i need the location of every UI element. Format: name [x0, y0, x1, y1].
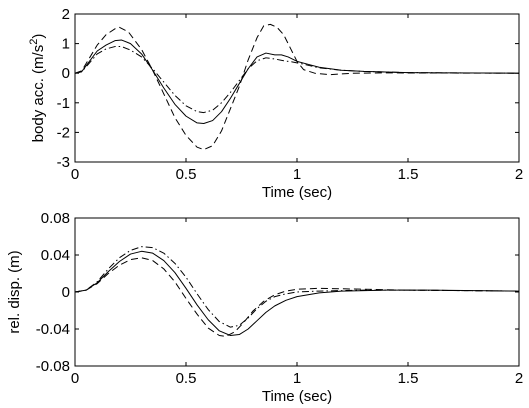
series-line-dashdot: [74, 246, 520, 328]
y-tick-label: 2: [62, 6, 70, 23]
x-tick-label: 0.5: [176, 370, 197, 387]
y-tick-label: 1: [62, 36, 70, 53]
y-tick-label: -0.08: [36, 358, 70, 375]
y-tick-label: 0: [62, 65, 70, 82]
y-axis-label-superscript: 2: [28, 39, 40, 45]
x-tick-label: 1: [293, 370, 301, 387]
tick-layer: 0 0.5 1 1.5 2 -0.08 -0.04 0 0.04 0.08: [36, 210, 523, 387]
x-tick-label: 2: [515, 166, 523, 183]
y-axis-label: body acc. (m/s2): [28, 34, 47, 143]
x-axis-label: Time (sec): [262, 388, 332, 405]
series-layer: [74, 23, 520, 151]
y-tick-label: -3: [57, 154, 70, 171]
y-axis-label-tail: ): [30, 34, 47, 39]
series-line-solid: [74, 250, 520, 336]
y-axis-label-main: body acc. (m/s: [30, 45, 47, 143]
series-line-dashdot: [74, 46, 520, 114]
series-layer: [74, 246, 520, 337]
x-tick-label: 1: [293, 166, 301, 183]
y-tick-label: 0.08: [41, 210, 70, 227]
x-tick-label: 0: [71, 370, 79, 387]
body-acceleration-plot: 0 0.5 1 1.5 2 -3 -2 -1 0 1 2 Time (sec) body acc. …: [28, 6, 523, 201]
series-line-dashed: [74, 257, 520, 337]
y-tick-label: 0: [62, 284, 70, 301]
x-tick-label: 0: [71, 166, 79, 183]
x-tick-label: 1.5: [398, 370, 419, 387]
x-tick-label: 2: [515, 370, 523, 387]
y-tick-label: -1: [57, 95, 70, 112]
x-tick-label: 0.5: [176, 166, 197, 183]
y-axis-label: rel. disp. (m): [6, 250, 23, 333]
tick-layer: 0 0.5 1 1.5 2 -3 -2 -1 0 1 2: [57, 6, 524, 183]
y-tick-label: -2: [57, 124, 70, 141]
series-line-dashed: [74, 23, 520, 151]
y-tick-label: -0.04: [36, 321, 70, 338]
x-axis-label: Time (sec): [262, 184, 332, 201]
x-tick-label: 1.5: [398, 166, 419, 183]
y-tick-label: 0.04: [41, 247, 70, 264]
